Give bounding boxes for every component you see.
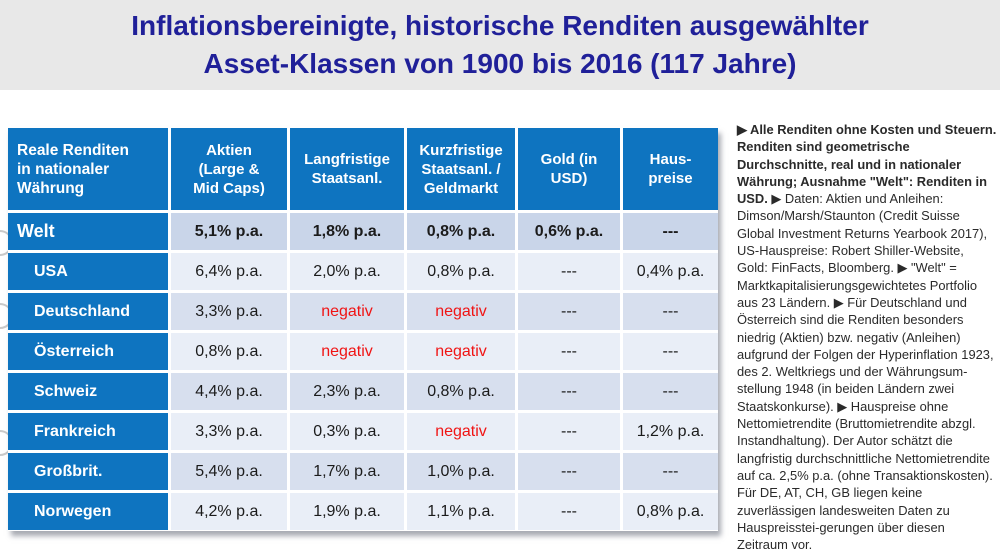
row-label-grossbrit: Großbrit. [8,453,168,490]
table-cell: 1,8% p.a. [290,213,404,250]
table-cell: 2,3% p.a. [290,373,404,410]
page-title-line-1: Inflationsbereinigte, historische Rendit… [131,10,869,41]
table-cell: 0,3% p.a. [290,413,404,450]
column-header-gold: Gold (in USD) [518,128,620,210]
returns-table: Reale Renditen in nationaler Währung Akt… [8,128,718,531]
title-band: Inflationsbereinigte, historische Rendit… [0,0,1000,90]
table-cell: --- [518,293,620,330]
row-label-oesterreich: Österreich [8,333,168,370]
table-cell: negativ [290,333,404,370]
table-cell: --- [518,253,620,290]
footnote-body: ▶ Daten: Aktien und Anleihen: Dimson/Mar… [737,191,994,553]
table-cell: --- [518,373,620,410]
column-header-aktien: Aktien (Large & Mid Caps) [171,128,287,210]
row-label-deutschland: Deutschland [8,293,168,330]
table-cell: 2,0% p.a. [290,253,404,290]
table-cell: --- [518,493,620,530]
row-label-welt: Welt [8,213,168,250]
table-cell: 1,0% p.a. [407,453,515,490]
table-cell: 0,8% p.a. [407,253,515,290]
footnote-bold-intro: ▶ Alle Renditen ohne Kosten und Steuern.… [737,122,997,207]
table-cell: --- [518,413,620,450]
table-cell: negativ [407,293,515,330]
page-title-line-2: Asset-Klassen von 1900 bis 2016 (117 Jah… [203,48,797,79]
table-cell: 0,8% p.a. [407,373,515,410]
table-cell: 5,1% p.a. [171,213,287,250]
table-cell: negativ [407,333,515,370]
table-cell: 1,2% p.a. [623,413,718,450]
column-header-kurzfristige: Kurzfristige Staatsanl. / Geldmarkt [407,128,515,210]
table-cell: negativ [407,413,515,450]
row-label-frankreich: Frankreich [8,413,168,450]
row-label-norwegen: Norwegen [8,493,168,530]
table-cell: --- [623,213,718,250]
footnotes-panel: ▶ Alle Renditen ohne Kosten und Steuern.… [737,121,997,553]
table-cell: 1,7% p.a. [290,453,404,490]
table-cell: 0,6% p.a. [518,213,620,250]
row-label-usa: USA [8,253,168,290]
column-header-hauspreise: Haus- preise [623,128,718,210]
table-cell: --- [518,453,620,490]
table-cell: 0,4% p.a. [623,253,718,290]
table-cell: --- [623,333,718,370]
table-cell: 0,8% p.a. [623,493,718,530]
row-label-schweiz: Schweiz [8,373,168,410]
table-cell: --- [518,333,620,370]
table-cell: --- [623,373,718,410]
table-cell: 5,4% p.a. [171,453,287,490]
table-cell: --- [623,293,718,330]
column-header-row-label: Reale Renditen in nationaler Währung [8,128,168,210]
table-cell: 1,9% p.a. [290,493,404,530]
table-cell: negativ [290,293,404,330]
table-cell: 4,2% p.a. [171,493,287,530]
table-cell: 0,8% p.a. [171,333,287,370]
table-cell: 3,3% p.a. [171,293,287,330]
table-cell: 1,1% p.a. [407,493,515,530]
table-cell: 6,4% p.a. [171,253,287,290]
column-header-langfristige: Langfristige Staatsanl. [290,128,404,210]
table-cell: --- [623,453,718,490]
table-cell: 0,8% p.a. [407,213,515,250]
table-cell: 3,3% p.a. [171,413,287,450]
table-cell: 4,4% p.a. [171,373,287,410]
